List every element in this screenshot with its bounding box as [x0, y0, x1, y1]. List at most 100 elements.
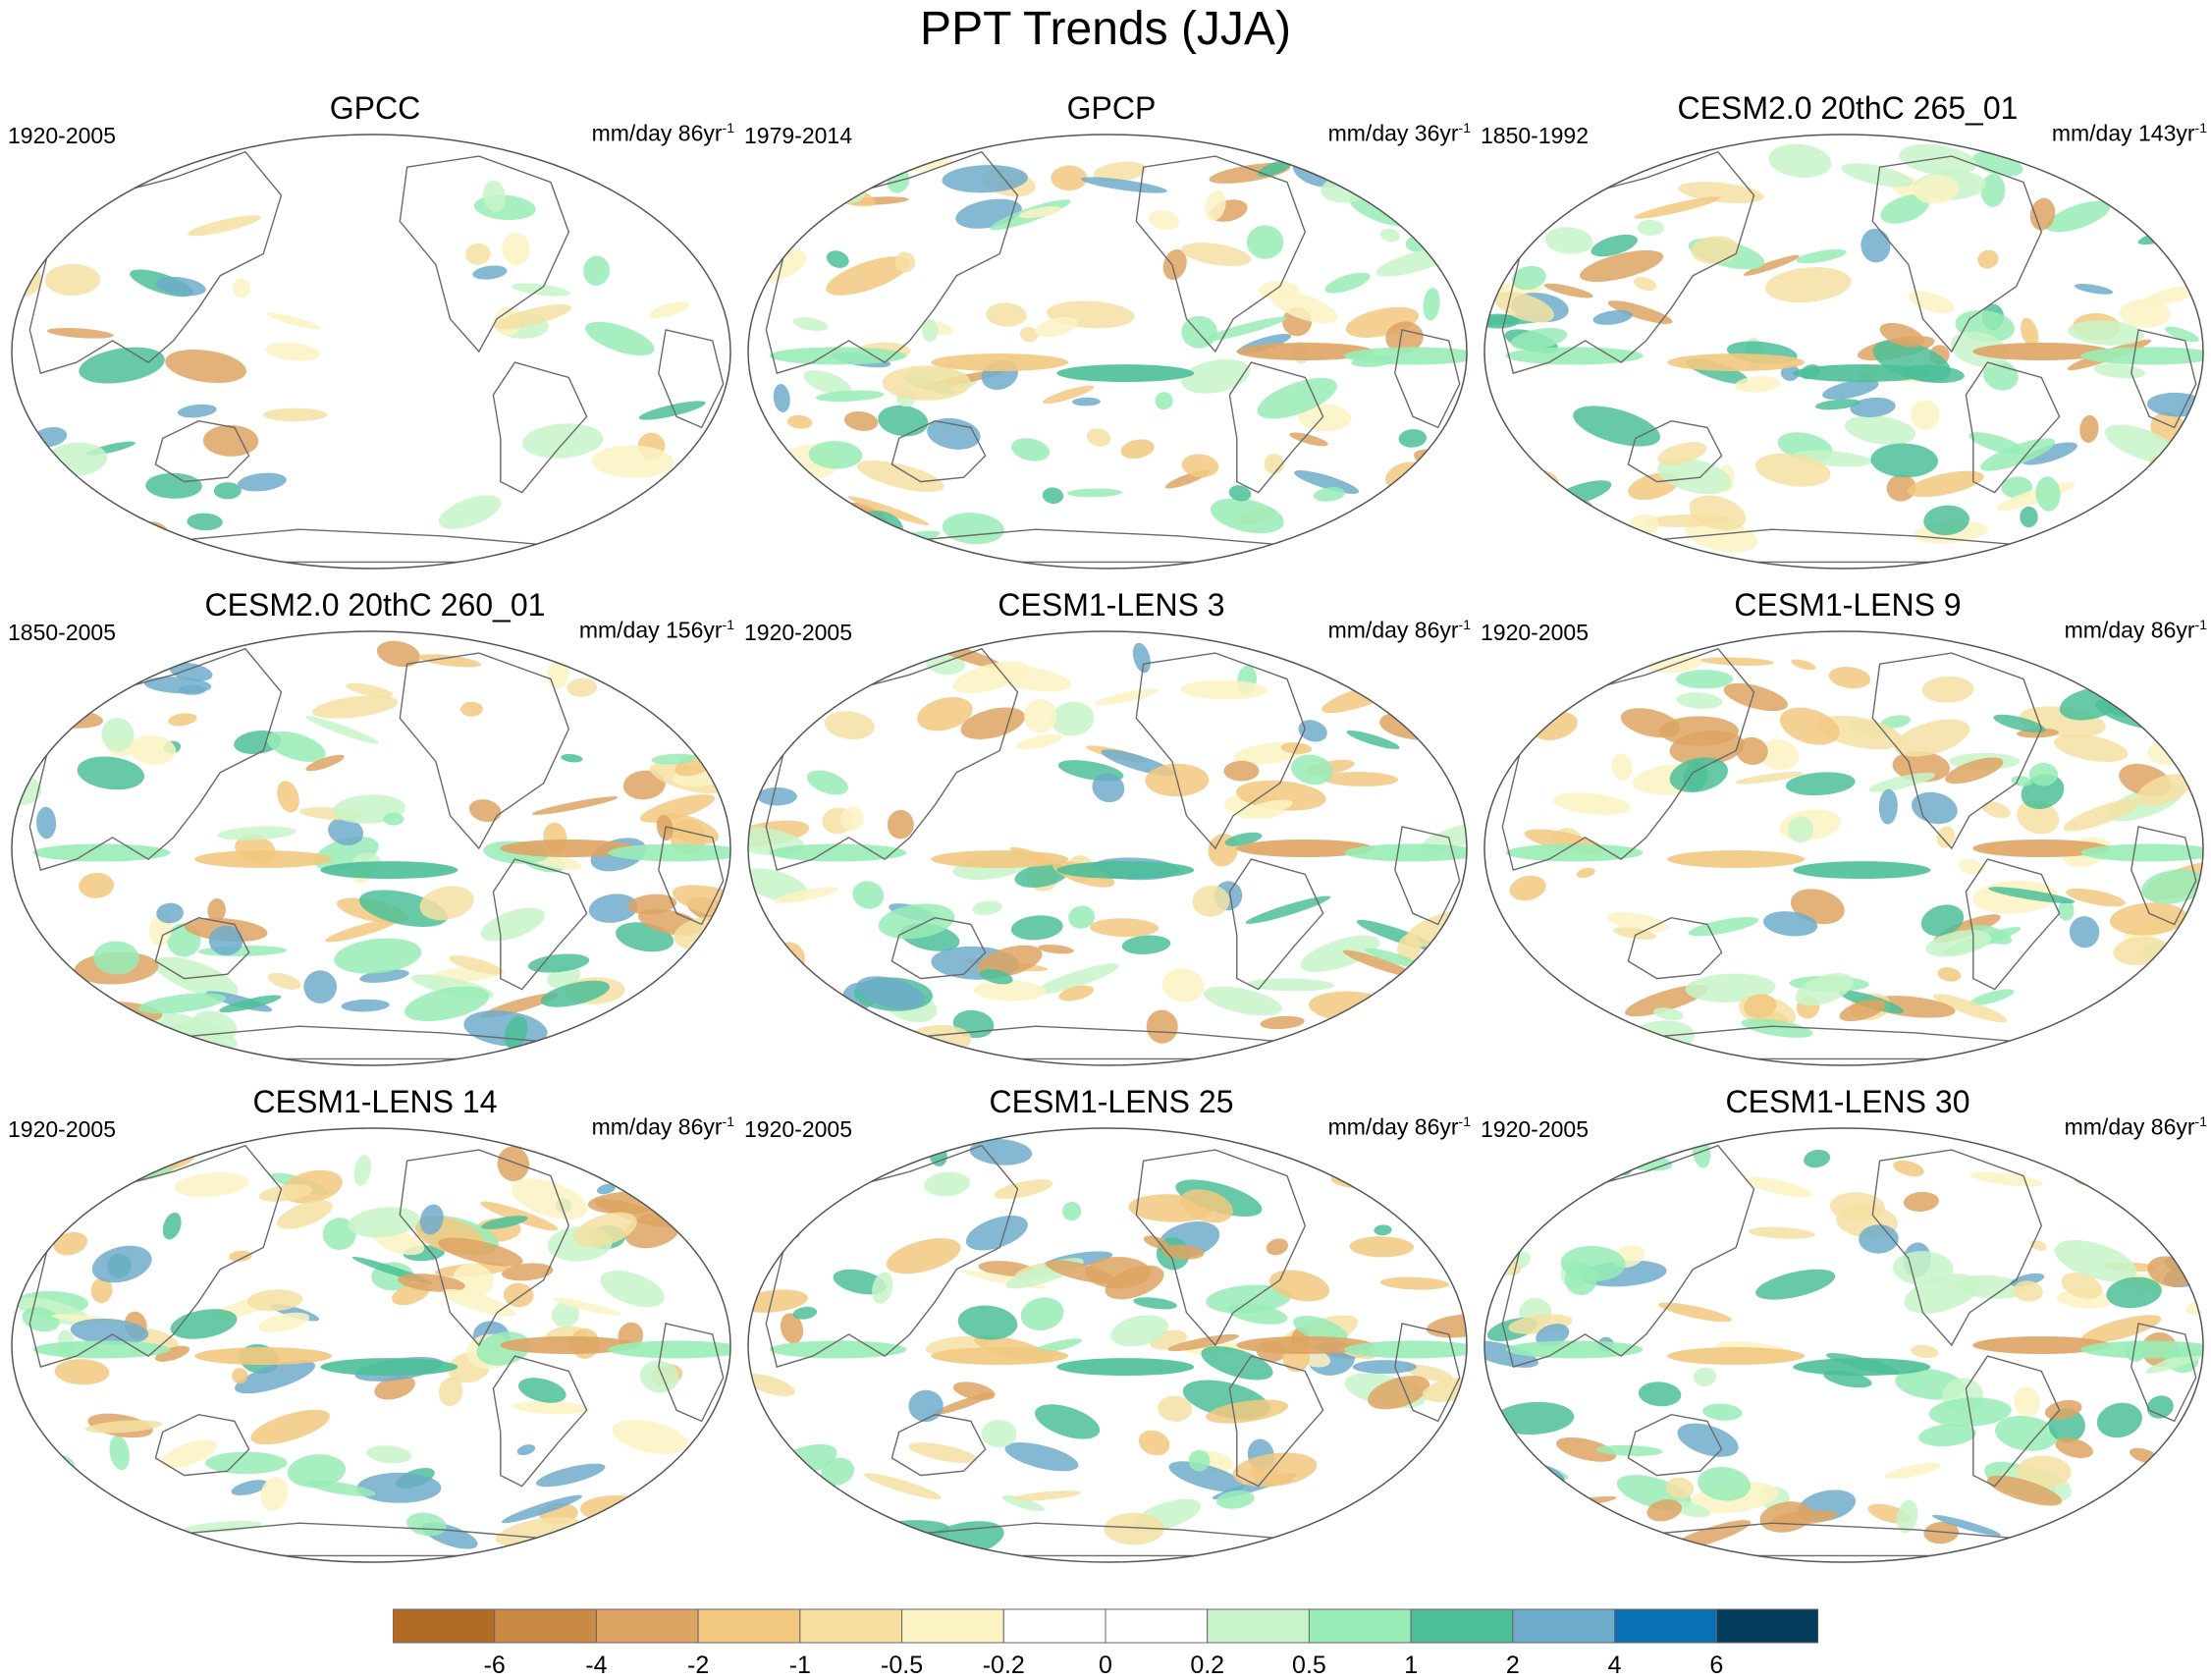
trend-patch — [1903, 1191, 1939, 1212]
trend-patch — [1206, 1284, 1291, 1314]
trend-patch — [748, 236, 787, 259]
trend-patch — [503, 1282, 534, 1308]
itcz-band — [769, 347, 907, 365]
colorbar-tick-label: -0.5 — [881, 1652, 924, 1679]
trend-patch — [346, 682, 393, 698]
trend-patch — [1910, 400, 1940, 430]
panel-title: CESM1-LENS 25 — [989, 1084, 1234, 1119]
trend-patch — [2035, 476, 2061, 512]
trend-patch — [651, 753, 697, 765]
trend-patch — [878, 903, 955, 940]
trend-patch — [1845, 414, 1916, 445]
trend-patch — [184, 1521, 263, 1533]
trend-patch — [1591, 234, 1638, 257]
trend-patch — [1158, 1395, 1193, 1422]
trend-patch — [1138, 1430, 1170, 1456]
trend-patch — [2136, 774, 2192, 806]
trend-field — [12, 1128, 730, 1562]
trend-patch — [1936, 826, 1956, 848]
itcz-band — [1056, 364, 1195, 383]
itcz-band — [32, 843, 171, 862]
trend-patch — [376, 640, 420, 668]
trend-patch — [1920, 904, 1965, 937]
trend-patch — [840, 806, 864, 832]
colorbar-tick-label: 6 — [1709, 1652, 1724, 1679]
trend-patch — [1365, 948, 1425, 969]
trend-patch — [1121, 935, 1171, 954]
trend-patch — [1342, 949, 1416, 978]
trend-patch — [1068, 905, 1096, 929]
continent-outline — [1871, 1149, 2043, 1347]
trend-patch — [187, 215, 261, 237]
continent-outline — [658, 1323, 725, 1423]
trend-patch — [769, 687, 854, 703]
trend-patch — [258, 1184, 313, 1202]
itcz-band — [194, 1347, 333, 1366]
trend-patch — [1293, 1316, 1348, 1343]
colorbar-swatch — [1308, 1608, 1412, 1644]
trend-patch — [155, 276, 206, 297]
trend-patch — [213, 482, 242, 500]
trend-patch — [798, 1508, 834, 1527]
trend-patch — [463, 1010, 548, 1047]
trend-patch — [1923, 1521, 1960, 1545]
trend-patch — [942, 165, 1028, 193]
trend-patch — [1539, 1503, 1588, 1524]
trend-patch — [1389, 1489, 1451, 1500]
trend-patch — [1408, 1470, 1429, 1486]
trend-patch — [973, 980, 1047, 1002]
trend-patch — [1493, 1401, 1575, 1436]
trend-patch — [551, 1301, 579, 1328]
trend-patch — [517, 1378, 566, 1403]
trend-patch — [786, 414, 813, 429]
continent-outline — [1394, 1323, 1461, 1423]
trend-patch — [1968, 989, 2015, 1006]
trend-patch — [1638, 1382, 1682, 1407]
trend-patch — [1620, 708, 1681, 738]
continent-outline — [1228, 858, 1324, 991]
trend-patch — [969, 1138, 1033, 1165]
trend-patch — [1932, 1514, 2002, 1537]
trend-field — [12, 135, 730, 569]
trend-patch — [1544, 227, 1593, 254]
trend-patch — [1356, 156, 1398, 188]
trend-patch — [1351, 1007, 1399, 1027]
itcz-band — [1505, 843, 1644, 862]
trend-patch — [1420, 820, 1467, 851]
trend-patch — [1894, 719, 1970, 757]
continent-outline — [1627, 916, 1723, 980]
trend-patch — [1907, 470, 1984, 498]
trend-patch — [325, 918, 399, 943]
trend-patch — [1743, 254, 1800, 276]
map-panel: GPCC 1920-2005 mm/day 86yr-1 — [8, 90, 742, 569]
trend-patch — [1822, 379, 1879, 400]
colorbar-swatch — [494, 1608, 597, 1644]
trend-field — [1484, 631, 2203, 1065]
trend-patch — [1982, 801, 2011, 819]
units-exponent: -1 — [1458, 617, 1471, 632]
trend-patch — [1688, 916, 1759, 937]
trend-patch — [419, 1204, 444, 1235]
trend-patch — [1665, 1477, 1695, 1499]
trend-patch — [24, 978, 47, 996]
trend-patch — [1977, 249, 1999, 269]
trend-patch — [714, 1452, 730, 1483]
map-border — [747, 1127, 1468, 1563]
trend-patch — [927, 417, 981, 450]
trend-patch — [1734, 376, 1781, 393]
itcz-band — [931, 850, 1069, 869]
map-border — [747, 630, 1468, 1066]
trend-patch — [2172, 1171, 2203, 1190]
trend-patch — [1430, 1177, 1467, 1206]
trend-patch — [989, 665, 1071, 692]
trend-patch — [1980, 438, 2056, 471]
trend-patch — [1406, 1003, 1467, 1018]
colorbar-tick-label: 2 — [1505, 1652, 1520, 1679]
trend-patch — [1120, 439, 1155, 460]
trend-patch — [1758, 738, 1800, 771]
trend-patch — [1518, 993, 1560, 1003]
trend-patch — [1013, 1490, 1081, 1501]
trend-patch — [145, 472, 202, 499]
trend-patch — [1266, 1238, 1288, 1256]
trend-patch — [1945, 757, 2004, 785]
